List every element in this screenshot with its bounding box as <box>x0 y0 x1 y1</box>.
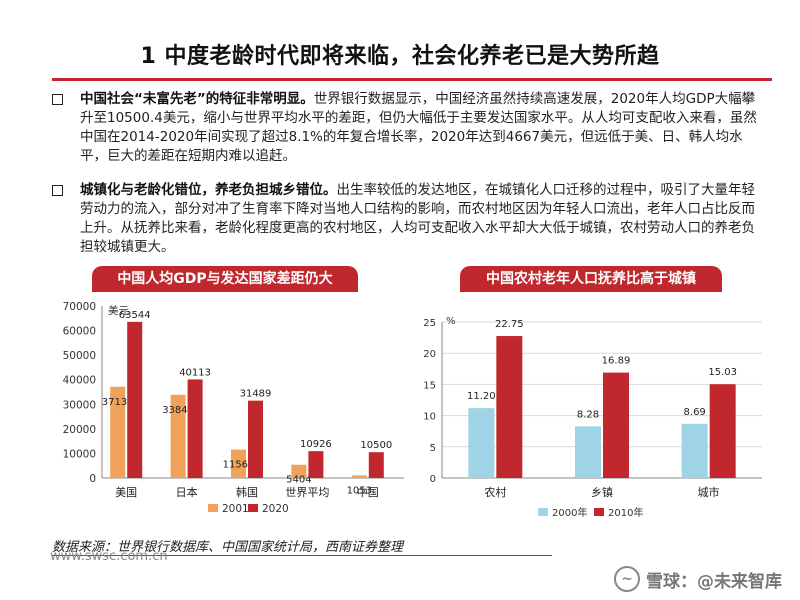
x-tick-label: 韩国 <box>236 485 258 499</box>
bar-中国-2020 <box>368 452 384 478</box>
bar-乡镇-2010年 <box>603 372 629 478</box>
y-tick-label: 70000 <box>63 301 96 313</box>
data-label: 5404 <box>286 475 311 486</box>
data-label: 11561 <box>223 460 255 471</box>
data-label: 10926 <box>300 439 332 450</box>
y-tick-label: 30000 <box>63 399 96 411</box>
data-label: 37133 <box>102 397 134 408</box>
dependency-bar-chart: 0 5 10 15 20 25 % 11.20 22.75 农村 8.28 16.89 乡镇 8.69 15… <box>423 316 762 519</box>
y-tick-label: 20 <box>423 349 436 360</box>
watermark-text: 雪球：@未来智库 <box>646 571 782 592</box>
bar-城市-2000年 <box>681 423 708 478</box>
watermark: ~ 雪球：@未来智库 <box>614 566 782 592</box>
data-label: 15.03 <box>708 367 737 378</box>
data-label: 63544 <box>119 310 151 321</box>
bullet-square-icon <box>52 185 63 196</box>
bullet-square-icon <box>52 94 63 105</box>
bar-韩国-2020 <box>248 400 263 478</box>
data-label: 10500 <box>360 440 392 451</box>
x-tick-label: 中国 <box>357 486 379 499</box>
bullet-1-text: 世界银行数据显示，中国经济虽然持续高速发展，2020年人均GDP大幅攀升至105… <box>80 91 757 164</box>
x-tick-label: 城市 <box>698 485 720 499</box>
bar-世界平均-2020 <box>308 451 324 478</box>
bullet-2-lead: 城镇化与老龄化错位，养老负担城乡错位。 <box>80 182 337 198</box>
y-tick-label: 25 <box>423 318 436 329</box>
y-tick-label: 0 <box>430 474 436 485</box>
legend-entry: 2010年 <box>608 506 643 519</box>
bar-美国-2001 <box>110 386 126 478</box>
title-divider <box>52 78 772 81</box>
site-url: www.swsc.com.cn <box>50 549 168 564</box>
bar-中国-2001 <box>351 475 367 478</box>
legend-swatch <box>594 508 604 516</box>
gdp-bar-chart: 0 10000 20000 30000 40000 50000 60000 70000 美元 37… <box>63 301 404 515</box>
y-tick-label: 15 <box>423 380 436 391</box>
y-tick-label: 50000 <box>63 350 96 362</box>
bullet-1: 中国社会“未富先老”的特征非常明显。世界银行数据显示，中国经济虽然持续高速发展，… <box>52 90 762 166</box>
left-chart-banner: 中国人均GDP与发达国家差距仍大 <box>92 266 358 292</box>
data-label: 16.89 <box>602 356 631 367</box>
bar-韩国-2001 <box>231 449 246 478</box>
unit-label: 美元 <box>108 304 129 317</box>
y-tick-label: 10000 <box>63 448 96 460</box>
bar-世界平均-2001 <box>291 464 307 478</box>
x-tick-label: 美国 <box>115 486 137 499</box>
legend-entry: 2001 <box>222 503 249 515</box>
data-source: 数据来源：世界银行数据库、中国国家统计局，西南证券整理 <box>52 540 404 555</box>
data-label: 40113 <box>179 367 211 378</box>
bullet-1-lead: 中国社会“未富先老”的特征非常明显。 <box>80 91 314 107</box>
legend-swatch <box>538 508 548 516</box>
bar-城市-2010年 <box>709 384 736 478</box>
footer-divider <box>52 555 552 556</box>
x-tick-label: 农村 <box>484 485 506 499</box>
bar-农村-2010年 <box>496 336 523 478</box>
data-label: 33846 <box>162 405 194 416</box>
y-tick-label: 20000 <box>63 424 96 436</box>
data-label: 1053 <box>347 485 372 496</box>
y-tick-label: 10 <box>423 412 436 423</box>
data-label: 31489 <box>240 389 272 400</box>
y-tick-label: 5 <box>430 443 436 454</box>
x-tick-label: 日本 <box>176 485 198 499</box>
bar-日本-2020 <box>187 379 203 478</box>
legend-swatch <box>208 504 218 512</box>
data-label: 8.28 <box>577 409 599 420</box>
page-title: 1 中度老龄时代即将来临，社会化养老已是大势所趋 <box>140 44 660 69</box>
y-tick-label: 60000 <box>63 326 96 338</box>
bullet-2: 城镇化与老龄化错位，养老负担城乡错位。出生率较低的发达地区，在城镇化人口迁移的过… <box>52 181 762 257</box>
data-label: 22.75 <box>495 319 524 330</box>
unit-label: % <box>446 316 456 327</box>
y-tick-label: 40000 <box>63 375 96 387</box>
x-tick-label: 世界平均 <box>285 486 329 499</box>
bar-乡镇-2000年 <box>575 426 601 478</box>
y-tick-label: 0 <box>89 473 96 485</box>
bullet-2-text: 出生率较低的发达地区，在城镇化人口迁移的过程中，吸引了大量年轻劳动力的流入，部分… <box>80 182 755 255</box>
x-tick-label: 乡镇 <box>591 485 613 499</box>
snowball-logo-icon: ~ <box>614 566 640 592</box>
bar-日本-2001 <box>170 394 186 478</box>
legend-entry: 2020 <box>262 503 289 515</box>
data-label: 11.20 <box>467 391 496 402</box>
bar-美国-2020 <box>127 321 143 478</box>
legend-swatch <box>248 504 258 512</box>
bar-农村-2000年 <box>468 408 495 478</box>
right-chart-banner: 中国农村老年人口抚养比高于城镇 <box>460 266 722 292</box>
legend-entry: 2000年 <box>552 506 587 519</box>
data-label: 8.69 <box>684 407 706 418</box>
